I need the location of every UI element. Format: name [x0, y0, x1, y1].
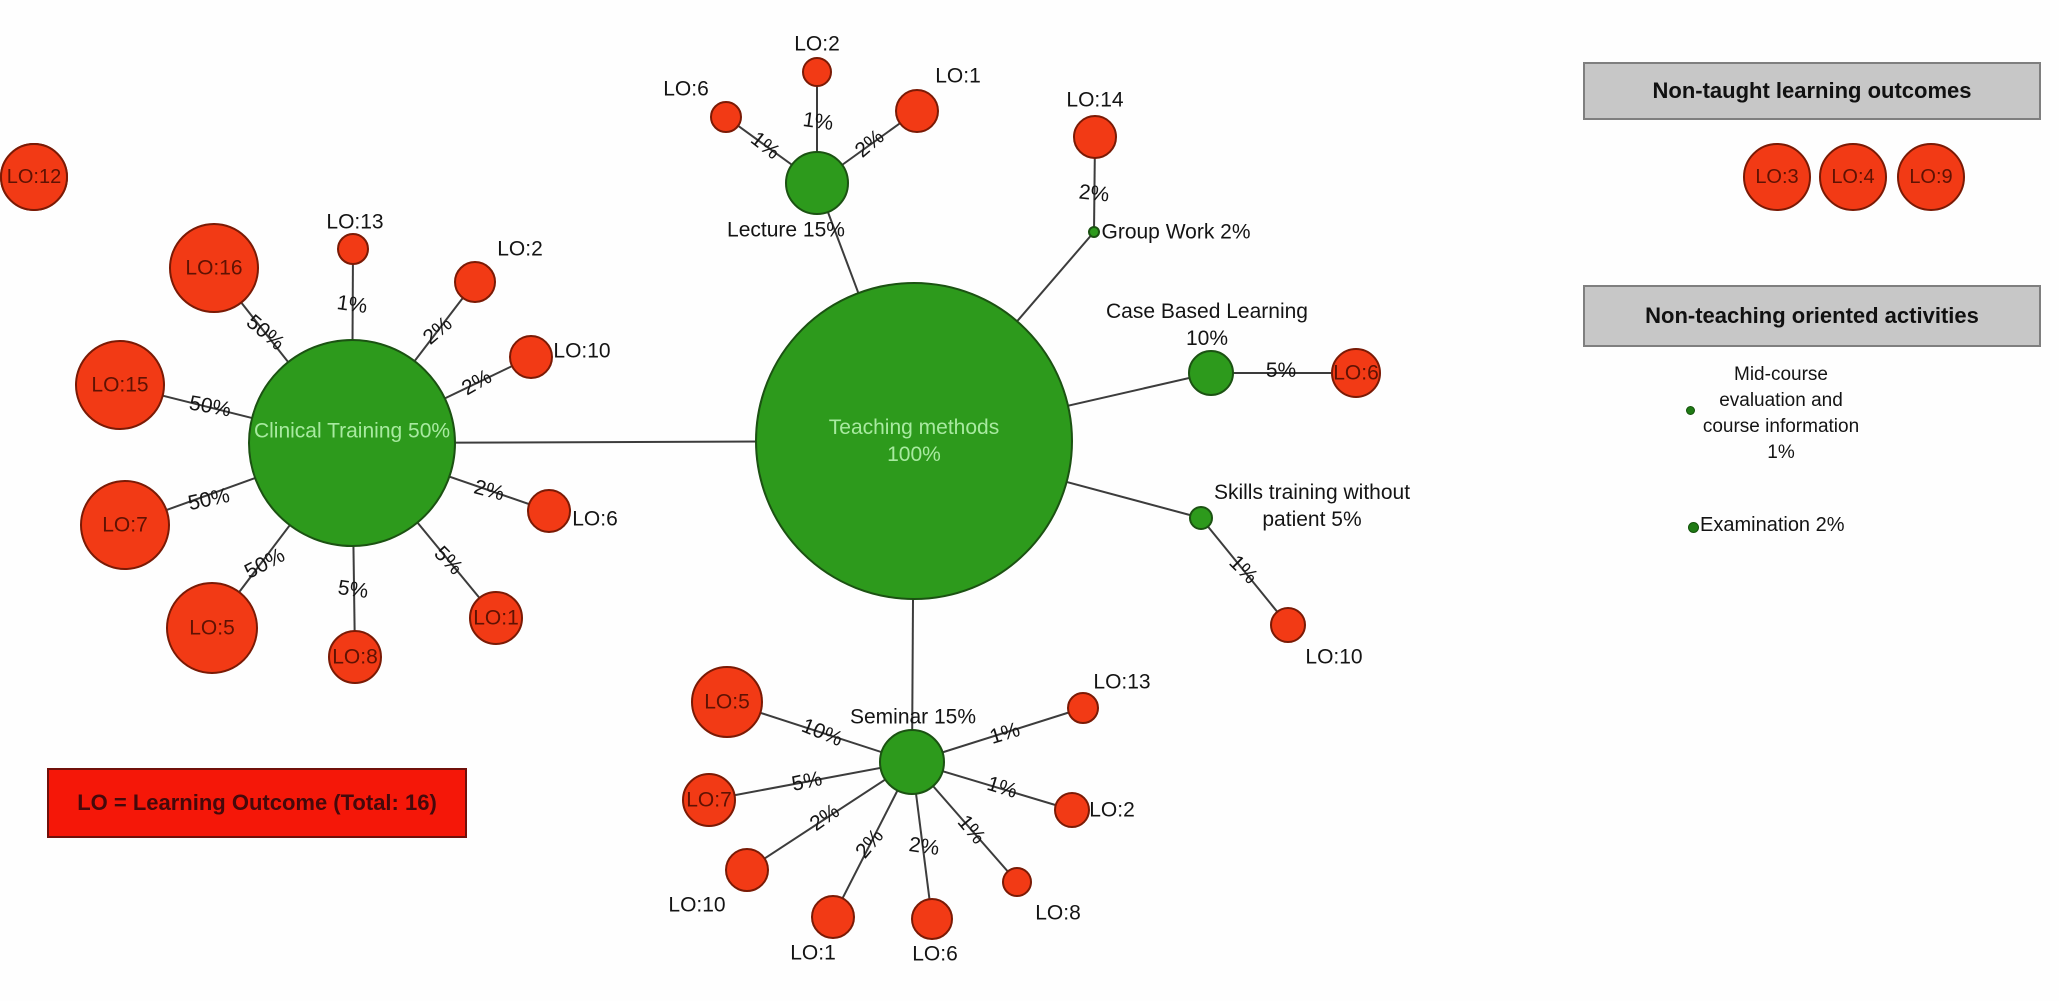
method-circle-clinical: [248, 339, 456, 547]
outcome-circle-c5: [166, 582, 258, 674]
midcourse-line: 1%: [1767, 442, 1795, 463]
outcome-circle-c15: [75, 340, 165, 430]
outcome-circle-c2: [454, 261, 496, 303]
outcome-circle-m5: [691, 666, 763, 738]
non-taught-outcome-circle: LO:12: [0, 143, 68, 211]
method-circle-teaching: [755, 282, 1073, 600]
outcome-label: LO:12: [6, 165, 62, 188]
non-teaching-activities-title: Non-teaching oriented activities: [1645, 303, 1979, 328]
midcourse-activity-dot: [1686, 406, 1695, 415]
outcome-circle-l6: [710, 101, 742, 133]
outcome-label: LO:4: [1831, 165, 1875, 188]
outcome-circle-l1: [895, 89, 939, 133]
outcome-circle-m1: [811, 895, 855, 939]
non-taught-outcome-circle: LO:3: [1743, 143, 1811, 211]
non-taught-outcome-circle: LO:9: [1897, 143, 1965, 211]
outcome-circle-l2: [802, 57, 832, 87]
outcome-circle-c8: [328, 630, 382, 684]
midcourse-line: Mid-course: [1734, 364, 1828, 385]
outcome-circle-c1: [469, 591, 523, 645]
outcome-circle-m6: [911, 898, 953, 940]
outcome-circle-c16: [169, 223, 259, 313]
method-circle-cbl: [1188, 350, 1234, 396]
outcome-circle-m8: [1002, 867, 1032, 897]
method-circle-seminar: [879, 729, 945, 795]
non-taught-outcomes-header: Non-taught learning outcomes: [1583, 62, 2041, 120]
outcome-label: LO:3: [1755, 165, 1799, 188]
examination-activity-dot: [1688, 522, 1699, 533]
examination-label: Examination 2%: [1700, 514, 1845, 536]
midcourse-evaluation-label: Mid-course evaluation and course informa…: [1631, 362, 1931, 466]
outcome-circle-s10: [1270, 607, 1306, 643]
non-teaching-activities-header: Non-teaching oriented activities: [1583, 285, 2041, 347]
outcome-circle-m2: [1054, 792, 1090, 828]
legend-text: LO = Learning Outcome (Total: 16): [77, 790, 437, 815]
non-taught-outcomes-title: Non-taught learning outcomes: [1652, 78, 1972, 103]
midcourse-line: evaluation and: [1719, 390, 1843, 411]
outcome-circle-m13: [1067, 692, 1099, 724]
outcome-circle-b6: [1331, 348, 1381, 398]
outcome-circle-c10: [509, 335, 553, 379]
outcome-circle-c13: [337, 233, 369, 265]
method-circle-groupwork: [1088, 226, 1100, 238]
midcourse-line: course information: [1702, 416, 1860, 437]
legend-box: LO = Learning Outcome (Total: 16): [47, 768, 467, 838]
edge-skills-s10: [1200, 517, 1289, 626]
method-circle-lecture: [785, 151, 849, 215]
non-taught-outcome-circle: LO:4: [1819, 143, 1887, 211]
edge-seminar-m7: [708, 761, 913, 801]
outcome-circle-m10: [725, 848, 769, 892]
outcome-label: LO:9: [1909, 165, 1953, 188]
method-circle-skills: [1189, 506, 1213, 530]
outcome-circle-g14: [1073, 115, 1117, 159]
outcome-circle-c7: [80, 480, 170, 570]
outcome-circle-m7: [682, 773, 736, 827]
outcome-circle-c6: [527, 489, 571, 533]
